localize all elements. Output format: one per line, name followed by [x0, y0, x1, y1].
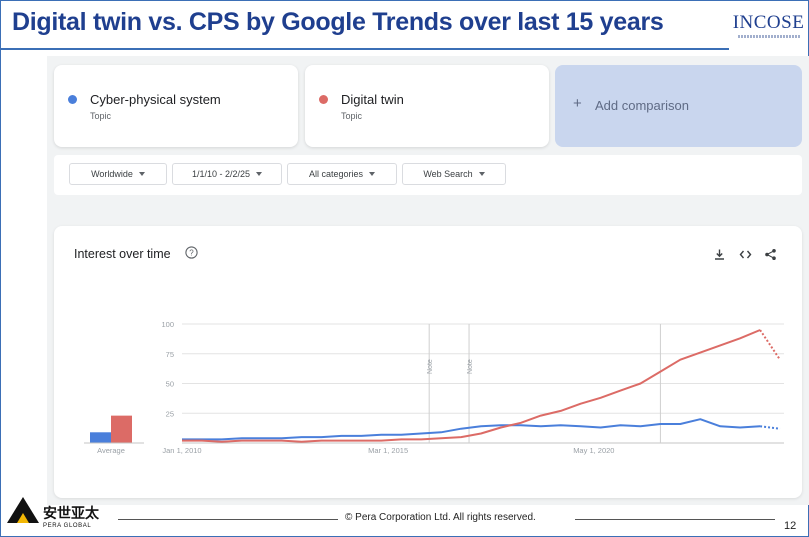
y-tick-label: 25 [166, 409, 174, 418]
series-line [182, 329, 761, 443]
add-comparison-button[interactable]: + Add comparison [555, 65, 802, 147]
filter-search-type-dropdown[interactable]: Web Search [402, 163, 506, 185]
incose-logo: INCOSE [730, 2, 807, 48]
google-trends-screenshot: Cyber-physical system Topic Digital twin… [47, 56, 809, 505]
term-name: Cyber-physical system [90, 92, 221, 107]
filter-label: Web Search [423, 169, 473, 179]
x-tick-label: Jan 1, 2010 [162, 446, 201, 455]
title-divider [0, 48, 729, 50]
x-tick-label: Mar 1, 2015 [368, 446, 408, 455]
filter-label: 1/1/10 - 2/2/25 [191, 169, 251, 179]
add-comparison-label: Add comparison [595, 98, 689, 113]
average-label: Average [97, 446, 125, 455]
series-line [182, 418, 761, 441]
note-marker-label: Note [427, 359, 434, 374]
incose-logo-tagline [737, 34, 800, 38]
chevron-down-icon [478, 172, 485, 176]
term-card-digital-twin[interactable]: Digital twin Topic [305, 65, 549, 147]
page-number: 12 [784, 520, 797, 532]
footer-divider-right [575, 519, 775, 520]
y-tick-label: 100 [161, 320, 174, 329]
chevron-down-icon [138, 172, 145, 176]
average-bar [90, 432, 111, 443]
term-type: Topic [90, 111, 112, 121]
average-bar [111, 415, 132, 443]
chart-title: Interest over time [74, 247, 171, 261]
y-tick-label: 75 [166, 350, 174, 359]
filter-label: Worldwide [91, 169, 133, 179]
footer-logo-cn: 安世亚太 [43, 505, 100, 522]
series-color-dot [68, 95, 77, 104]
download-icon[interactable] [713, 248, 726, 261]
interest-chart: 100 75 50 25 Note Note Jan 1, 2010 Mar 1, 2015 M… [84, 320, 784, 455]
interest-over-time-card: Interest over time ? 100 75 50 25 Note Note Ja… [54, 226, 802, 498]
y-tick-label: 50 [166, 380, 174, 389]
filter-region-dropdown[interactable]: Worldwide [69, 163, 167, 185]
footer-logo-en: PERA GLOBAL [43, 523, 91, 529]
copyright-text: © Pera Corporation Ltd. All rights reser… [345, 512, 536, 523]
footer-divider-left [118, 519, 338, 520]
chevron-down-icon [256, 172, 263, 176]
embed-icon[interactable] [739, 248, 752, 261]
filter-date-dropdown[interactable]: 1/1/10 - 2/2/25 [172, 163, 282, 185]
help-icon[interactable]: ? [185, 246, 198, 259]
pera-global-logo: 安世亚太 PERA GLOBAL [7, 497, 100, 529]
series-line-partial [759, 425, 781, 430]
filter-bar: Worldwide 1/1/10 - 2/2/25 All categories… [54, 155, 802, 195]
note-marker-label: Note [467, 359, 474, 374]
share-icon[interactable] [764, 248, 777, 261]
slide-title: Digital twin vs. CPS by Google Trends ov… [12, 8, 664, 36]
term-type: Topic [341, 111, 363, 121]
term-name: Digital twin [341, 92, 404, 107]
series-line-partial [759, 329, 781, 361]
series-color-dot [319, 95, 328, 104]
term-card-cps[interactable]: Cyber-physical system Topic [54, 65, 298, 147]
filter-label: All categories [308, 169, 364, 179]
filter-category-dropdown[interactable]: All categories [287, 163, 397, 185]
incose-logo-text: INCOSE [732, 11, 805, 33]
x-tick-label: May 1, 2020 [573, 446, 614, 455]
chevron-down-icon [369, 172, 376, 176]
plus-icon: + [573, 95, 582, 112]
svg-text:?: ? [189, 248, 194, 257]
